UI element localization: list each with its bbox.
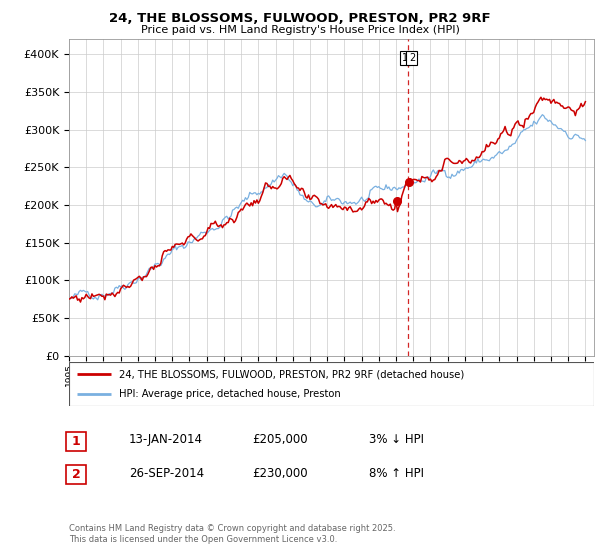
Text: 2: 2 bbox=[409, 53, 415, 63]
Text: HPI: Average price, detached house, Preston: HPI: Average price, detached house, Pres… bbox=[119, 389, 341, 399]
Text: 2: 2 bbox=[72, 468, 80, 482]
Text: 26-SEP-2014: 26-SEP-2014 bbox=[129, 466, 204, 480]
Text: 1: 1 bbox=[72, 435, 80, 448]
Text: 3% ↓ HPI: 3% ↓ HPI bbox=[369, 433, 424, 446]
Text: 8% ↑ HPI: 8% ↑ HPI bbox=[369, 466, 424, 480]
Text: £230,000: £230,000 bbox=[252, 466, 308, 480]
Text: Price paid vs. HM Land Registry's House Price Index (HPI): Price paid vs. HM Land Registry's House … bbox=[140, 25, 460, 35]
Text: Contains HM Land Registry data © Crown copyright and database right 2025.
This d: Contains HM Land Registry data © Crown c… bbox=[69, 524, 395, 544]
Text: £205,000: £205,000 bbox=[252, 433, 308, 446]
Text: 24, THE BLOSSOMS, FULWOOD, PRESTON, PR2 9RF (detached house): 24, THE BLOSSOMS, FULWOOD, PRESTON, PR2 … bbox=[119, 369, 464, 379]
Text: 24, THE BLOSSOMS, FULWOOD, PRESTON, PR2 9RF: 24, THE BLOSSOMS, FULWOOD, PRESTON, PR2 … bbox=[109, 12, 491, 25]
Text: 13-JAN-2014: 13-JAN-2014 bbox=[129, 433, 203, 446]
Text: 1: 1 bbox=[402, 53, 408, 63]
